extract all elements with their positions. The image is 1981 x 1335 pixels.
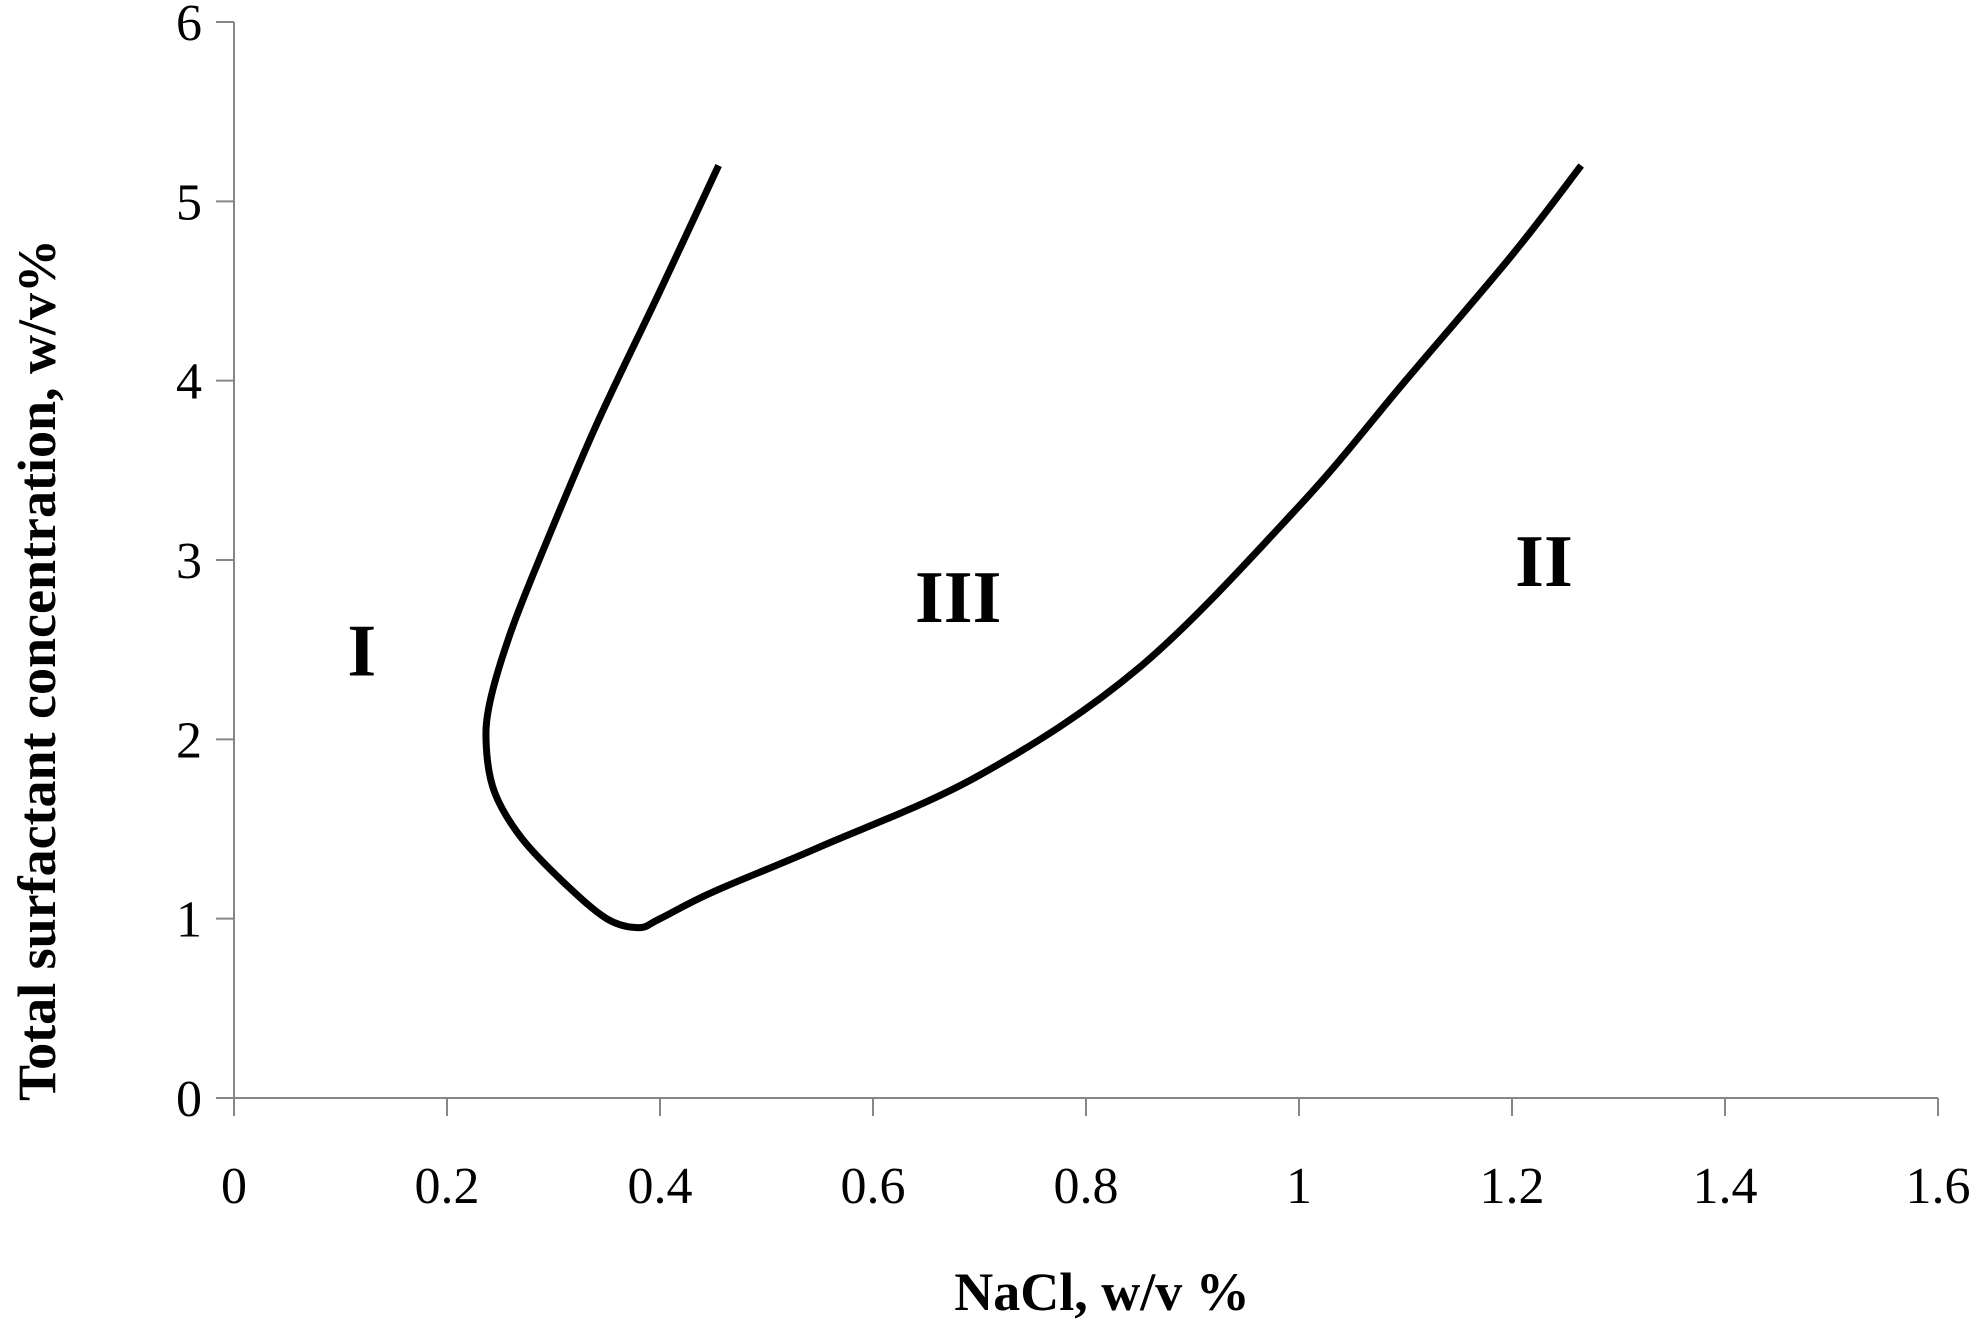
x-tick-label: 0.2 [415, 1158, 480, 1215]
x-axis-title: NaCl, w/v % [954, 1262, 1250, 1322]
y-tick-label: 5 [176, 174, 202, 231]
y-tick-label: 0 [176, 1071, 202, 1128]
y-tick-label: 3 [176, 533, 202, 590]
y-tick-label: 1 [176, 892, 202, 949]
tick-labels: 0 0.2 0.4 0.6 0.8 1 1.2 1.4 1.6 0 1 2 3 4 5 6 [176, 0, 1971, 1215]
region-label: III [915, 557, 1001, 639]
series-layer [482, 163, 1584, 932]
x-tick-label: 0.8 [1054, 1158, 1119, 1215]
x-tick-label: 0.4 [628, 1158, 693, 1215]
y-tick-label: 6 [176, 0, 202, 52]
x-tick-label: 0.6 [841, 1158, 906, 1215]
x-tick-label: 1 [1286, 1158, 1312, 1215]
x-tick-label: 1.4 [1693, 1158, 1758, 1215]
x-tick-label: 1.6 [1906, 1158, 1971, 1215]
x-tick-label: 1.2 [1480, 1158, 1545, 1215]
region-label: II [1515, 521, 1573, 603]
y-tick-label: 4 [176, 354, 202, 411]
phase-boundary-line [482, 163, 1584, 932]
axes [216, 21, 1939, 1116]
x-tick-label: 0 [221, 1158, 247, 1215]
y-axis-title: Total surfactant concentration, w/v% [7, 239, 67, 1101]
y-tick-label: 2 [176, 712, 202, 769]
region-label: I [347, 611, 376, 693]
